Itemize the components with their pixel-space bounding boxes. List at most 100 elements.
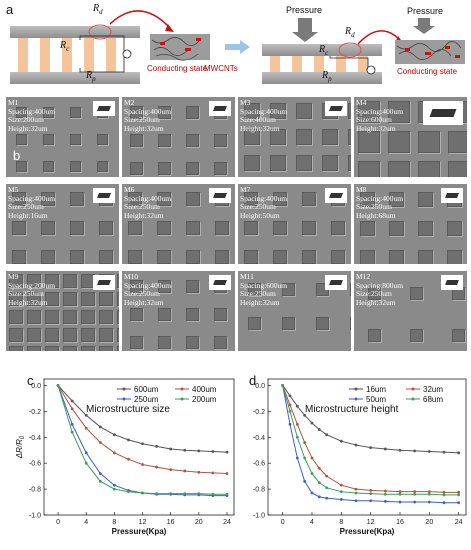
microstructure-square bbox=[9, 292, 23, 306]
chart-microstructure-height: 0 4 8 12 16 20 24 0.0 -0.2 -0.4 -0.6 -0.8 -1.0 Pressu… bbox=[253, 378, 467, 536]
microstructure-square bbox=[27, 346, 41, 351]
data-point-50um bbox=[325, 496, 329, 500]
data-point-50um bbox=[413, 500, 417, 504]
data-point-600um bbox=[112, 433, 116, 437]
microstructure-square bbox=[273, 192, 287, 206]
data-point-250um bbox=[98, 472, 102, 475]
mwcnt-zoom-right bbox=[395, 18, 465, 64]
microstructure-square bbox=[130, 308, 143, 321]
red-arrow-head bbox=[165, 24, 174, 32]
label-conducting-state-left: Conducting state bbox=[147, 64, 208, 73]
data-point-200um bbox=[84, 461, 88, 465]
microstructure-square bbox=[331, 250, 345, 264]
structure-inset-icon bbox=[209, 275, 231, 290]
pillar bbox=[18, 38, 28, 72]
data-point-250um bbox=[84, 451, 88, 455]
microstructure-square bbox=[27, 310, 41, 324]
microstructure-square bbox=[389, 192, 404, 207]
microstructure-square bbox=[157, 221, 171, 235]
data-point-400um bbox=[112, 451, 116, 455]
microstructure-square bbox=[45, 346, 59, 351]
structure-inset-icon bbox=[209, 188, 231, 203]
microstructure-square bbox=[418, 221, 433, 236]
data-point-16um bbox=[369, 446, 373, 450]
data-point-16um bbox=[354, 443, 358, 447]
red-arrow bbox=[109, 10, 171, 29]
microstructure-square bbox=[81, 328, 95, 342]
microstructure-square bbox=[282, 283, 295, 296]
data-point-600um bbox=[225, 450, 229, 454]
x-tick-label: 4 bbox=[310, 519, 314, 526]
data-point-32um bbox=[295, 422, 299, 426]
micrograph-tile-m9: M9 Spacing:200um Size:250um Height:32um bbox=[6, 271, 119, 351]
microstructure-square bbox=[12, 192, 26, 206]
data-point-400um bbox=[211, 471, 215, 475]
pressure-arrow-icon bbox=[292, 18, 318, 42]
microstructure-square bbox=[302, 221, 316, 235]
microstructure-square bbox=[360, 192, 375, 207]
y-tick-label: -0.4 bbox=[29, 435, 41, 442]
data-point-16um bbox=[413, 449, 417, 453]
pillar bbox=[336, 56, 346, 72]
data-point-50um bbox=[303, 479, 307, 483]
label-rc-left: Rc bbox=[60, 40, 70, 53]
label-mwcnts: MWCNTs bbox=[204, 64, 238, 73]
microstructure-square bbox=[43, 107, 54, 118]
data-point-400um bbox=[70, 407, 74, 411]
structure-inset-icon bbox=[423, 101, 463, 125]
tile-caption: M6 Spacing:400um Size:250um Height:32um bbox=[124, 185, 172, 220]
data-point-32um bbox=[398, 490, 402, 494]
y-tick-label: -0.8 bbox=[253, 487, 265, 494]
microstructure-square bbox=[410, 329, 423, 342]
microstructure-square bbox=[368, 329, 381, 342]
contact-highlight bbox=[88, 24, 112, 40]
microstructure-square bbox=[186, 134, 199, 147]
microstructure-square bbox=[158, 162, 171, 175]
microstructure-square bbox=[81, 292, 95, 306]
data-point-68um bbox=[310, 472, 314, 475]
data-point-200um bbox=[169, 492, 173, 496]
data-point-16um bbox=[398, 448, 402, 452]
microstructure-square bbox=[389, 250, 404, 264]
data-point-200um bbox=[70, 430, 74, 434]
microstructure-square bbox=[9, 274, 23, 288]
legend-label-250um: 250um bbox=[134, 395, 159, 404]
data-point-50um bbox=[317, 495, 321, 499]
data-point-68um bbox=[369, 492, 373, 496]
microstructure-square bbox=[296, 129, 312, 145]
legend-label-600um: 600um bbox=[134, 385, 159, 394]
microstructure-square bbox=[215, 250, 229, 264]
data-point-68um bbox=[339, 490, 343, 494]
series-line-16um bbox=[282, 385, 459, 454]
data-point-68um bbox=[383, 492, 387, 496]
data-point-68um bbox=[325, 486, 329, 490]
x-tick-label: 24 bbox=[455, 519, 463, 526]
data-point-68um bbox=[413, 492, 417, 496]
data-point-600um bbox=[169, 447, 173, 451]
x-tick-label: 16 bbox=[396, 519, 404, 526]
microstructure-square bbox=[158, 280, 171, 293]
data-point-16um bbox=[383, 447, 387, 451]
microstructure-square bbox=[248, 317, 261, 330]
label-rd-right: Rd bbox=[345, 26, 355, 39]
mwcnt-zoom-left bbox=[150, 34, 210, 61]
microstructure-square bbox=[214, 336, 227, 349]
microstructure-square bbox=[70, 221, 84, 235]
meter-icon bbox=[366, 65, 376, 75]
data-point-16um bbox=[303, 413, 307, 417]
micrograph-tile-m3: M3 Spacing:400um Size:400um Height:32um bbox=[238, 97, 351, 177]
data-point-32um bbox=[288, 403, 292, 407]
y-tick-label: 0.0 bbox=[31, 383, 41, 390]
microstructure-square bbox=[214, 134, 227, 147]
microstructure-square bbox=[99, 310, 113, 324]
microstructure-square bbox=[70, 161, 81, 172]
microstructure-square bbox=[130, 336, 143, 349]
data-point-200um bbox=[155, 492, 158, 496]
microstructure-square bbox=[447, 221, 462, 236]
microstructure-square bbox=[81, 274, 95, 288]
data-point-400um bbox=[84, 426, 88, 430]
data-point-400um bbox=[98, 441, 102, 444]
data-point-200um bbox=[197, 492, 201, 496]
microstructure-square bbox=[27, 292, 41, 306]
microstructure-square bbox=[418, 161, 440, 177]
